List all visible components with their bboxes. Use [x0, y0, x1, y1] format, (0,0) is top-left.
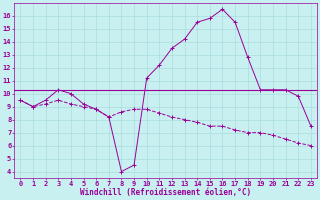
X-axis label: Windchill (Refroidissement éolien,°C): Windchill (Refroidissement éolien,°C)	[80, 188, 251, 197]
